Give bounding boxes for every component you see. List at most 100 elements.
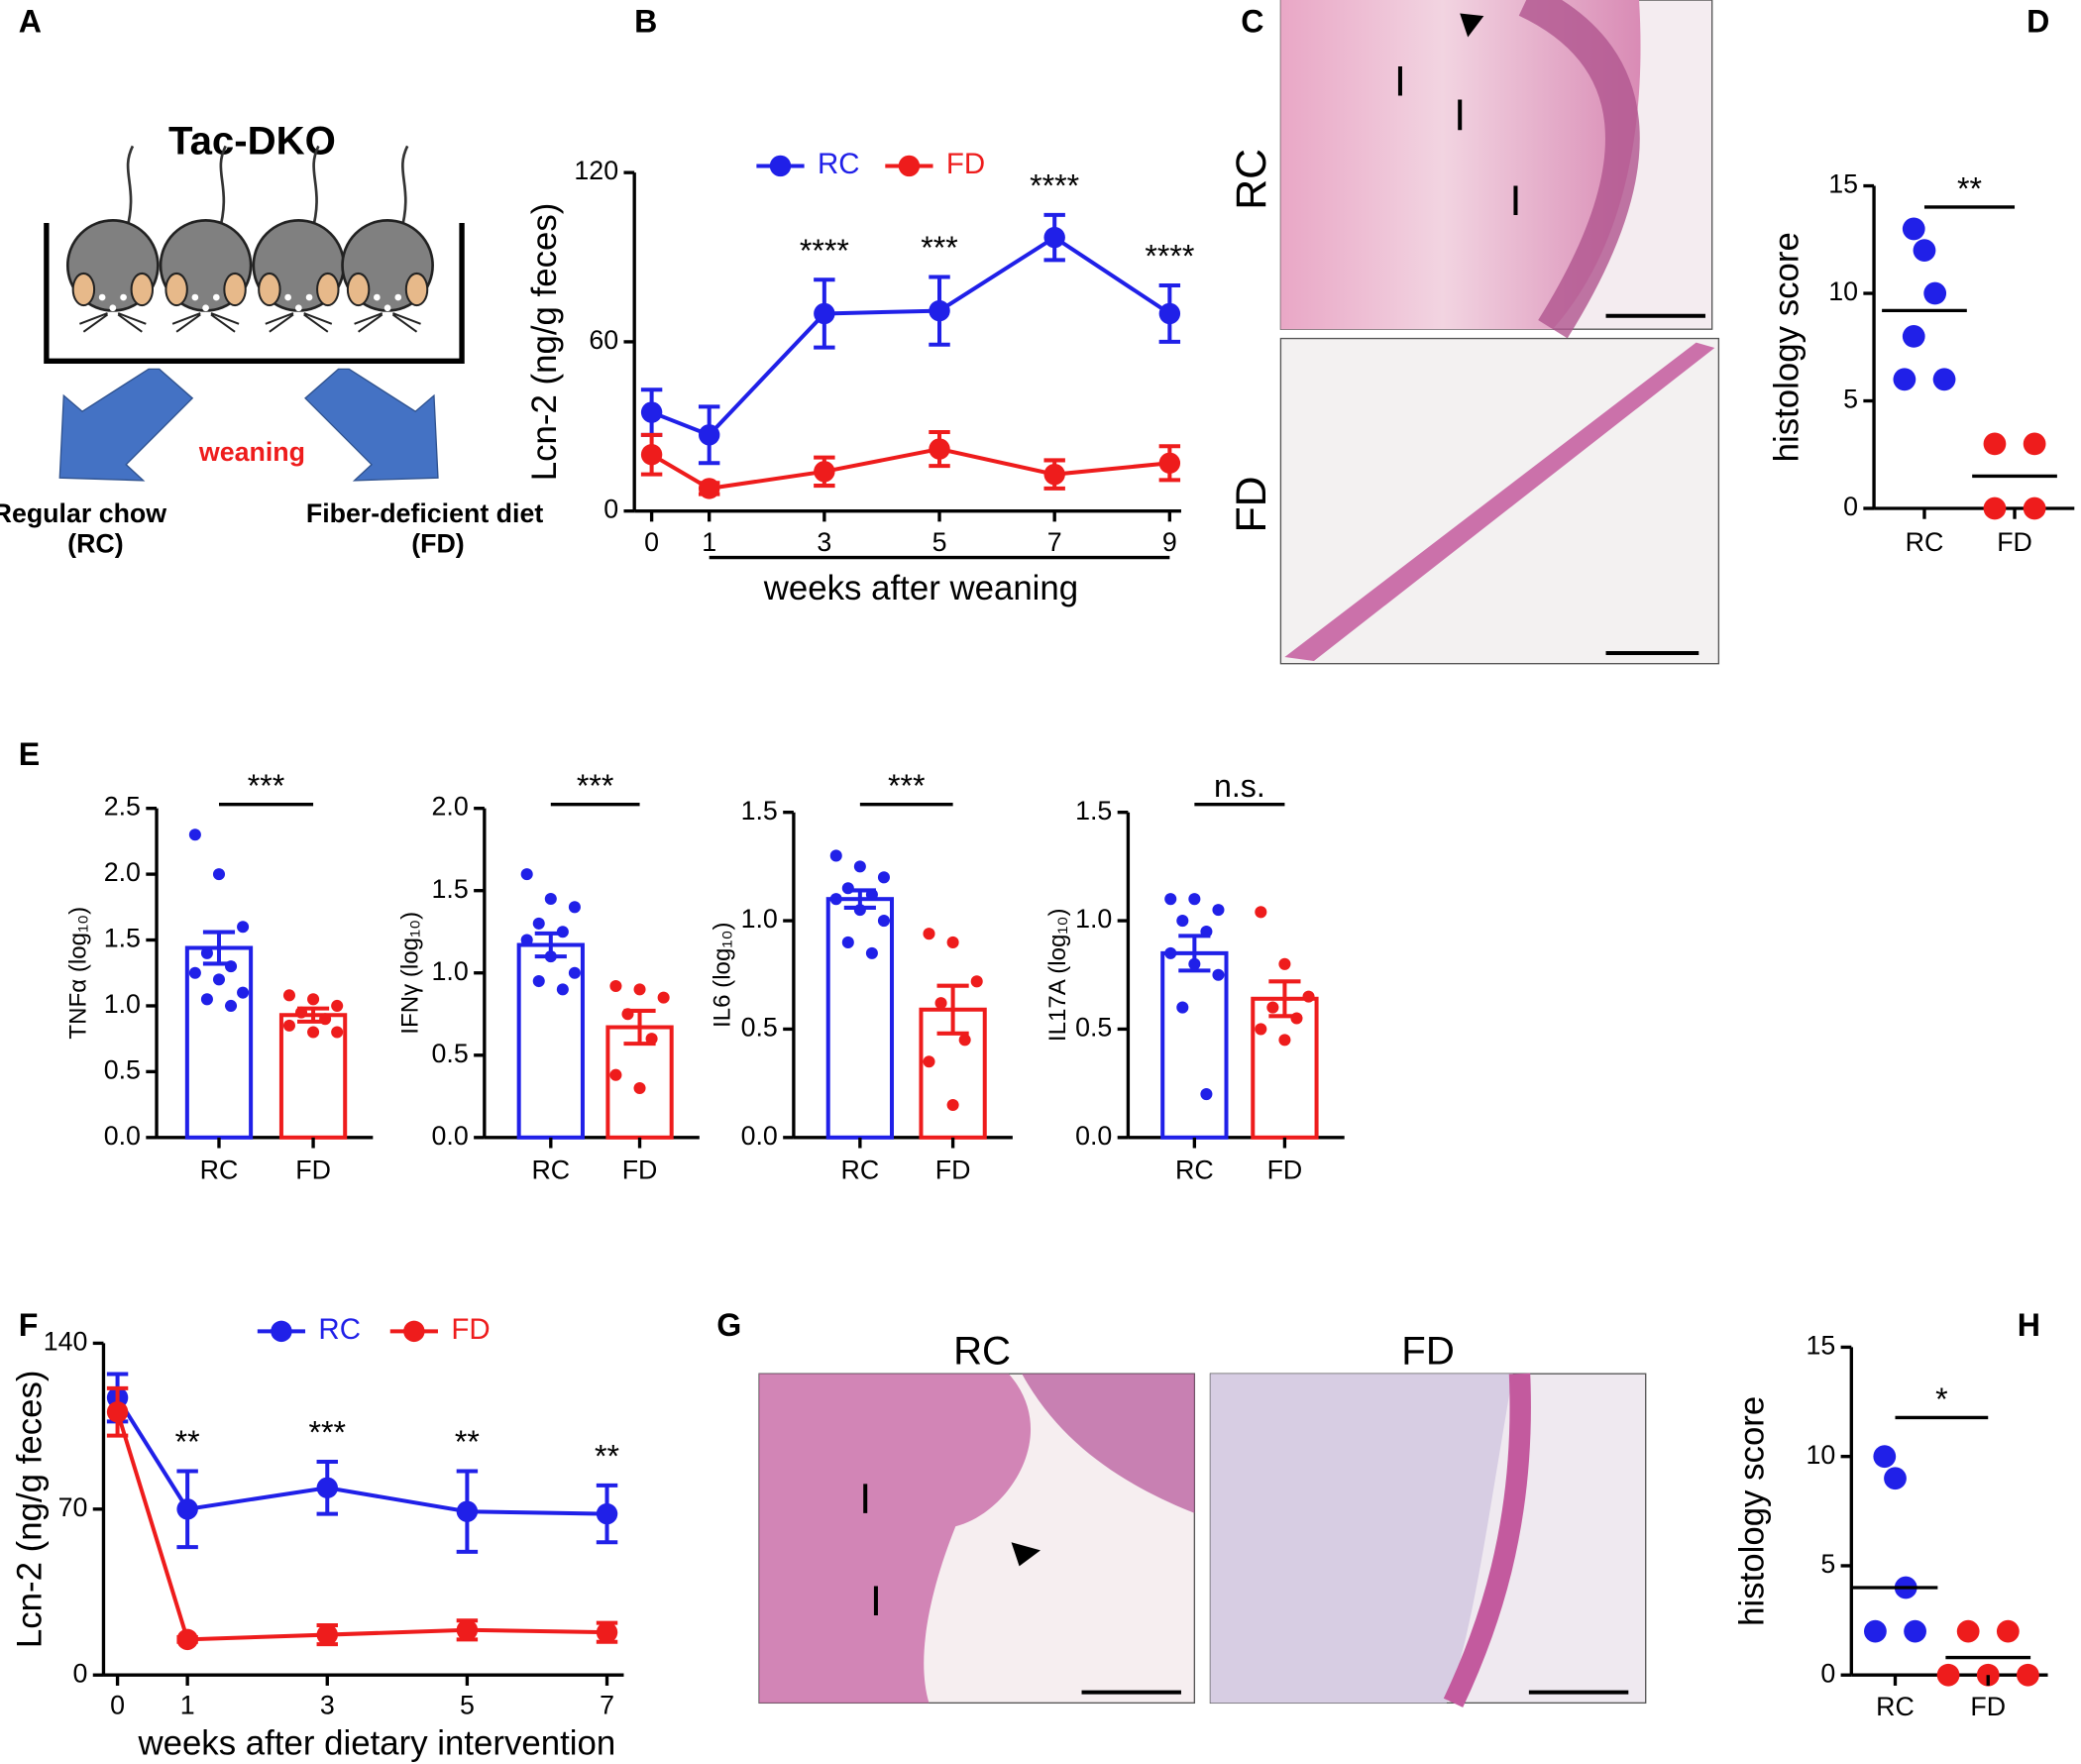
group-label: (RC) xyxy=(67,529,124,559)
data-point xyxy=(1893,368,1917,391)
y-axis-label: histology score xyxy=(1768,232,1807,462)
data-point xyxy=(544,950,557,963)
data-point xyxy=(1212,904,1225,917)
y-tick-label: 1.0 xyxy=(1075,904,1112,934)
data-point xyxy=(814,461,835,483)
significance-label: *** xyxy=(309,1415,347,1451)
crypts xyxy=(1443,1373,1531,1708)
data-point xyxy=(2023,496,2046,520)
panel-letter: H xyxy=(2018,1307,2040,1343)
data-point xyxy=(2023,432,2046,456)
x-tick-label: RC xyxy=(531,1156,570,1185)
y-tick-label: 15 xyxy=(1806,1330,1835,1360)
data-point xyxy=(1913,239,1936,263)
image-label: FD xyxy=(1228,476,1275,532)
data-point xyxy=(1188,893,1201,906)
data-point xyxy=(596,1621,618,1643)
significance-label: ** xyxy=(595,1439,619,1475)
data-point xyxy=(829,893,842,906)
x-tick-label: 0 xyxy=(644,527,659,557)
data-point xyxy=(307,1026,320,1039)
y-tick-label: 2.0 xyxy=(104,857,141,887)
x-tick-label: 3 xyxy=(817,527,831,557)
y-tick-label: 1.5 xyxy=(741,796,778,826)
legend-label: FD xyxy=(451,1313,490,1346)
y-tick-label: 60 xyxy=(589,325,618,355)
data-point xyxy=(1904,1619,1926,1643)
data-point xyxy=(1290,1012,1303,1025)
data-point xyxy=(609,980,622,993)
x-tick-label: RC xyxy=(200,1156,239,1185)
y-tick-label: 0 xyxy=(603,495,618,524)
data-point xyxy=(1188,957,1201,970)
legend-label: FD xyxy=(946,148,985,180)
cage xyxy=(44,223,465,365)
data-point xyxy=(841,882,854,895)
significance-label: * xyxy=(1935,1381,1948,1417)
series-line xyxy=(650,447,1170,491)
data-point xyxy=(212,973,226,986)
data-point xyxy=(633,1081,646,1095)
group-label: (FD) xyxy=(411,529,465,559)
weaning-label: weaning xyxy=(198,437,305,467)
data-point xyxy=(970,975,983,988)
arrowhead xyxy=(1011,1542,1040,1567)
y-tick-label: 0.5 xyxy=(104,1054,141,1084)
data-point xyxy=(556,983,569,996)
data-point xyxy=(544,892,557,906)
data-point xyxy=(923,1055,935,1068)
arrow xyxy=(1397,66,1518,216)
panel-letter: A xyxy=(19,4,42,40)
data-point xyxy=(1983,432,2007,456)
tissue xyxy=(1280,0,1641,330)
data-point xyxy=(1902,217,1925,241)
y-axis-label: IL6 (log₁₀) xyxy=(709,922,735,1028)
y-tick-label: 0.5 xyxy=(1075,1013,1112,1043)
significance-label: *** xyxy=(248,768,285,804)
mouse-icon xyxy=(341,145,434,334)
x-tick-label: FD xyxy=(295,1156,331,1185)
significance-label: ** xyxy=(1957,170,1982,206)
legend-marker xyxy=(898,155,921,177)
y-tick-label: 120 xyxy=(574,156,618,185)
panel-letter: C xyxy=(1241,4,1263,40)
data-point xyxy=(640,401,663,423)
y-tick-label: 0.0 xyxy=(1075,1121,1112,1151)
y-axis-label: IFNγ (log₁₀) xyxy=(397,912,424,1035)
data-point xyxy=(633,983,646,996)
bar xyxy=(825,897,895,1140)
x-tick-label: FD xyxy=(1267,1156,1303,1185)
data-point xyxy=(532,917,545,930)
significance-label: *** xyxy=(577,768,614,804)
data-point xyxy=(1200,1088,1213,1101)
y-tick-label: 0.5 xyxy=(432,1039,469,1068)
arrow-right xyxy=(304,368,439,482)
data-point xyxy=(929,438,950,460)
legend-label: RC xyxy=(818,148,860,180)
data-point xyxy=(520,934,533,946)
data-point xyxy=(200,946,213,959)
significance-label: n.s. xyxy=(1214,768,1265,804)
data-point xyxy=(1158,452,1181,475)
tissue xyxy=(759,1374,1032,1704)
legend-label: RC xyxy=(318,1313,361,1346)
x-tick-label: RC xyxy=(841,1156,880,1185)
data-point xyxy=(176,1498,198,1520)
legend-marker xyxy=(403,1320,425,1343)
mouse-icon xyxy=(252,145,346,334)
significance-label: *** xyxy=(888,768,926,804)
significance-label: **** xyxy=(800,233,849,269)
data-point xyxy=(188,966,201,979)
data-point xyxy=(316,1477,338,1499)
data-point xyxy=(225,960,238,973)
data-point xyxy=(532,975,545,988)
data-point xyxy=(946,1098,959,1112)
tissue xyxy=(1284,342,1715,662)
data-point xyxy=(814,302,835,325)
diagram-title: Tac-DKO xyxy=(168,118,336,163)
panel-a: A Tac-DKO weaning Regular chow (RC) Fibe… xyxy=(0,4,543,559)
x-tick-label: RC xyxy=(1876,1692,1915,1721)
y-axis-label: Lcn-2 (ng/g feces) xyxy=(525,203,564,482)
